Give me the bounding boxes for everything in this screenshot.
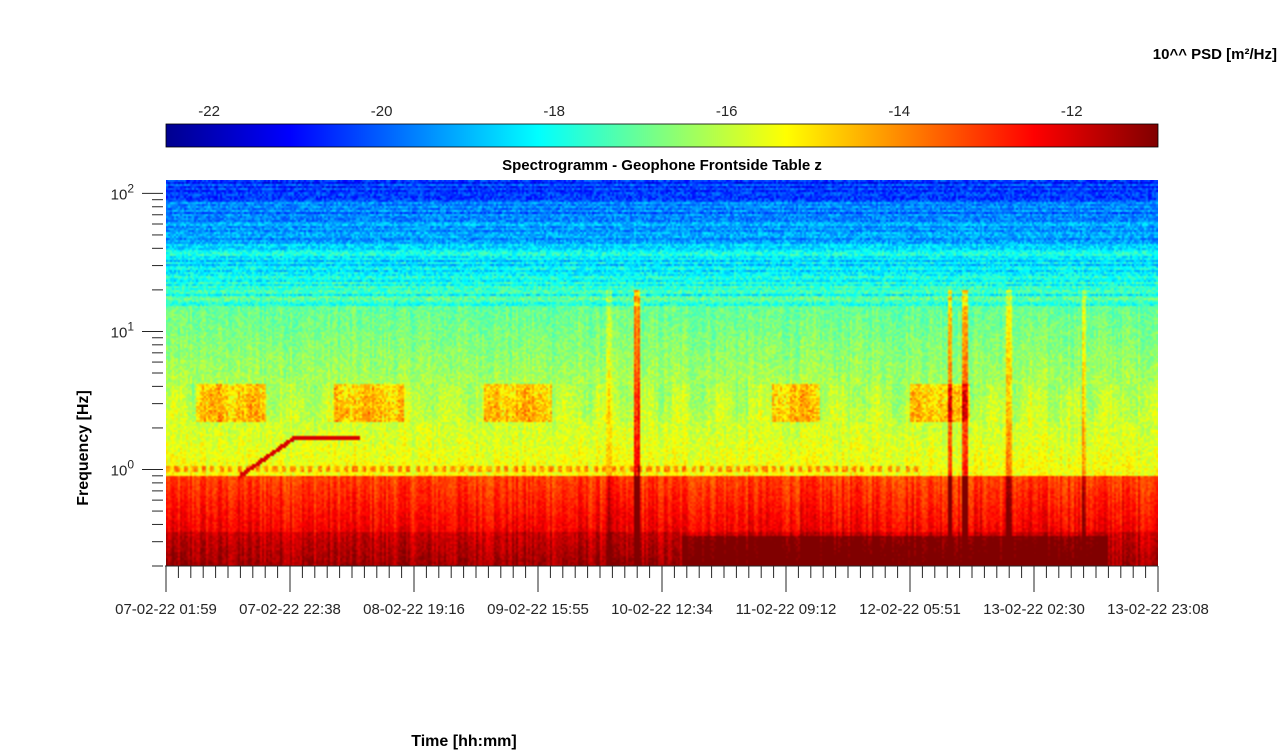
x-tick-label: 09-02-22 15:55 <box>487 601 589 618</box>
y-axis-tick-labels: 100 101 102 <box>111 181 135 479</box>
colorbar-tick-label: -18 <box>543 103 565 120</box>
spectrogram-image-area <box>166 180 1158 566</box>
x-tick-label: 11-02-22 09:12 <box>736 601 837 618</box>
y-tick-label: 101 <box>111 319 135 341</box>
colorbar-tick-label: -14 <box>888 103 910 120</box>
x-axis-label: Time [hh:mm] <box>411 733 516 750</box>
x-tick-label: 07-02-22 01:59 <box>115 601 217 618</box>
x-tick-label: 13-02-22 02:30 <box>983 601 1085 618</box>
colorbar-tick-label: -12 <box>1061 103 1083 120</box>
y-axis-ticks <box>142 192 163 567</box>
colorbar-tick-label: -20 <box>371 103 393 120</box>
x-tick-label: 07-02-22 22:38 <box>239 601 341 618</box>
y-axis-label: Frequency [Hz] <box>75 390 92 506</box>
y-tick-label: 102 <box>111 181 135 203</box>
chart-title: Spectrogramm - Geophone Frontside Table … <box>502 157 822 174</box>
x-tick-label: 08-02-22 19:16 <box>363 601 465 618</box>
y-tick-label: 100 <box>111 458 135 480</box>
colorbar-tick-labels: -22 -20 -18 -16 -14 -12 <box>198 103 1082 120</box>
x-tick-label: 13-02-22 23:08 <box>1107 601 1209 618</box>
colorbar-tick-label: -16 <box>716 103 738 120</box>
colorbar <box>165 123 1159 148</box>
x-tick-label: 12-02-22 05:51 <box>859 601 961 618</box>
x-axis-ticks <box>165 566 1159 592</box>
x-tick-label: 10-02-22 12:34 <box>611 601 713 618</box>
colorbar-label: 10^^ PSD [m²/Hz] <box>1153 46 1277 63</box>
colorbar-tick-label: -22 <box>198 103 220 120</box>
x-axis-tick-labels: 07-02-22 01:59 07-02-22 22:38 08-02-22 19:… <box>115 601 1209 618</box>
